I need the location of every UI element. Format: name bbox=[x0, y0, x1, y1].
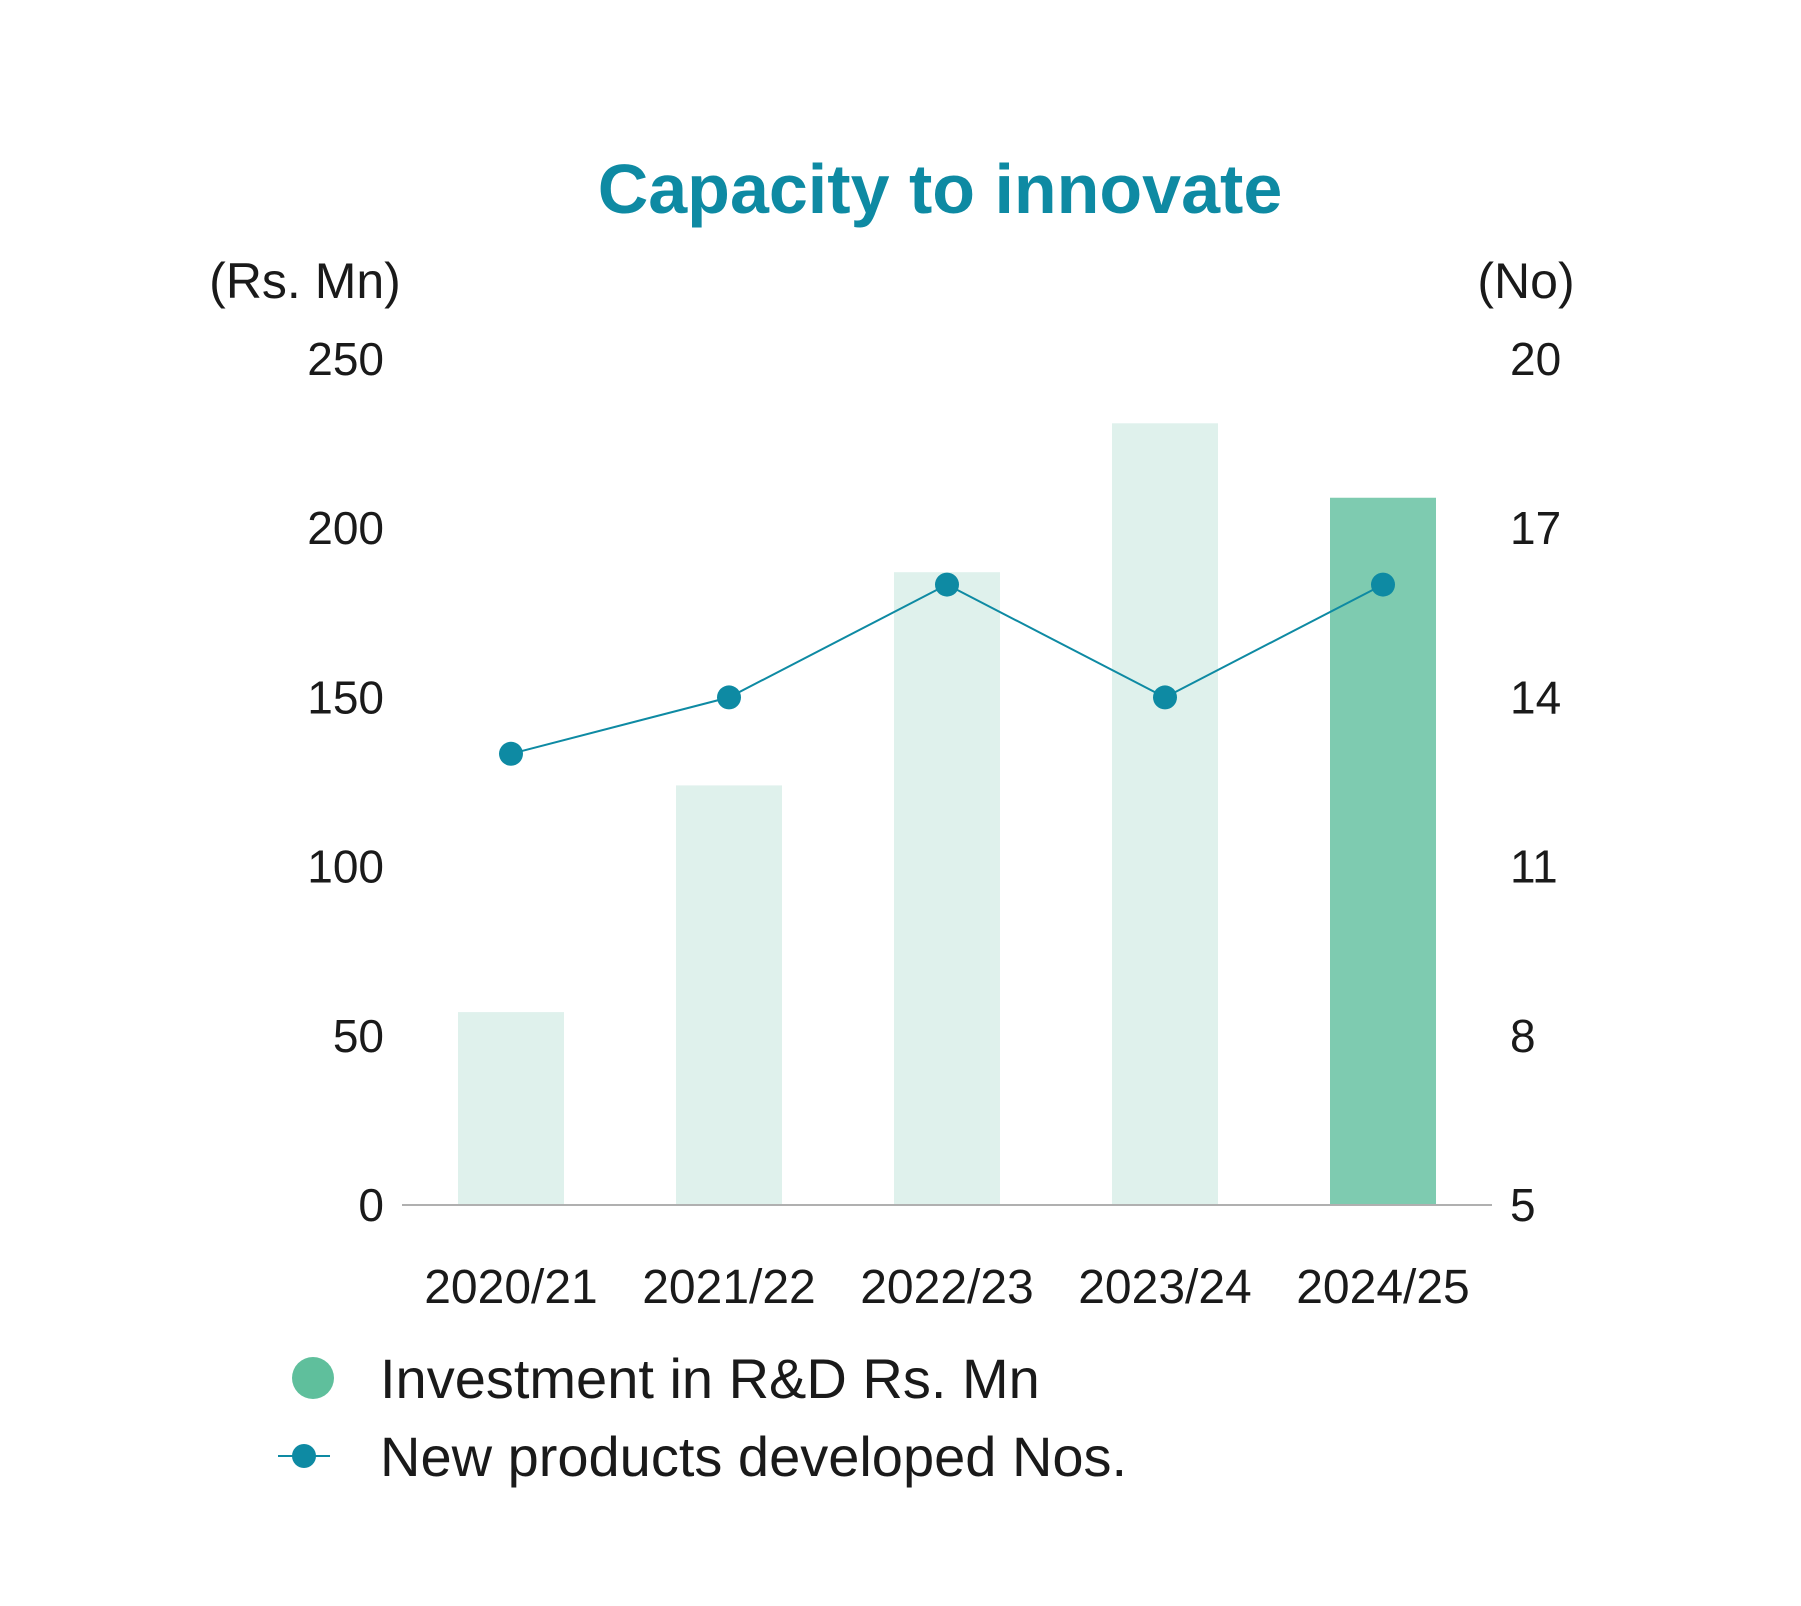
category-labels: 2020/21 2021/22 2022/23 2023/24 2024/25 bbox=[424, 1261, 1470, 1314]
bar-2023-24 bbox=[1112, 423, 1218, 1205]
line-layer bbox=[499, 572, 1395, 766]
legend-bar-swatch bbox=[292, 1357, 334, 1399]
left-tick-200: 200 bbox=[307, 502, 384, 554]
line-point-2024-25 bbox=[1371, 572, 1395, 597]
left-tick-0: 0 bbox=[358, 1179, 384, 1231]
bar-2024-25 bbox=[1330, 497, 1436, 1205]
right-tick-20: 20 bbox=[1510, 333, 1561, 385]
right-axis-ticks: 20 17 14 11 8 5 bbox=[1510, 333, 1561, 1231]
line-point-2021-22 bbox=[717, 685, 741, 710]
bar-2022-23 bbox=[894, 572, 1000, 1205]
right-tick-8: 8 bbox=[1510, 1010, 1536, 1062]
left-axis-ticks: 250 200 150 100 50 0 bbox=[307, 333, 384, 1231]
left-tick-50: 50 bbox=[333, 1010, 384, 1062]
line-point-2020-21 bbox=[499, 741, 523, 766]
legend-line-label: New products developed Nos. bbox=[380, 1425, 1127, 1488]
line-point-2022-23 bbox=[935, 572, 959, 597]
legend: Investment in R&D Rs. Mn New products de… bbox=[278, 1347, 1127, 1488]
bar-2020-21 bbox=[458, 1012, 564, 1205]
category-label-2024-25: 2024/25 bbox=[1296, 1261, 1470, 1314]
category-label-2020-21: 2020/21 bbox=[424, 1261, 598, 1314]
category-label-2023-24: 2023/24 bbox=[1078, 1261, 1252, 1314]
right-axis-unit: (No) bbox=[1477, 253, 1574, 309]
right-tick-17: 17 bbox=[1510, 502, 1561, 554]
right-tick-14: 14 bbox=[1510, 671, 1561, 723]
right-tick-5: 5 bbox=[1510, 1179, 1536, 1231]
left-tick-150: 150 bbox=[307, 671, 384, 723]
right-tick-11: 11 bbox=[1510, 841, 1558, 893]
chart-title: Capacity to innovate bbox=[598, 150, 1283, 228]
bar-2021-22 bbox=[676, 785, 782, 1205]
line-point-2023-24 bbox=[1153, 685, 1177, 710]
legend-bar-label: Investment in R&D Rs. Mn bbox=[380, 1347, 1040, 1410]
left-tick-250: 250 bbox=[307, 333, 384, 385]
legend-line-marker bbox=[292, 1444, 316, 1468]
left-axis-unit: (Rs. Mn) bbox=[209, 253, 401, 309]
bars-layer bbox=[458, 423, 1436, 1205]
category-label-2022-23: 2022/23 bbox=[860, 1261, 1034, 1314]
left-tick-100: 100 bbox=[307, 841, 384, 893]
category-label-2021-22: 2021/22 bbox=[642, 1261, 816, 1314]
